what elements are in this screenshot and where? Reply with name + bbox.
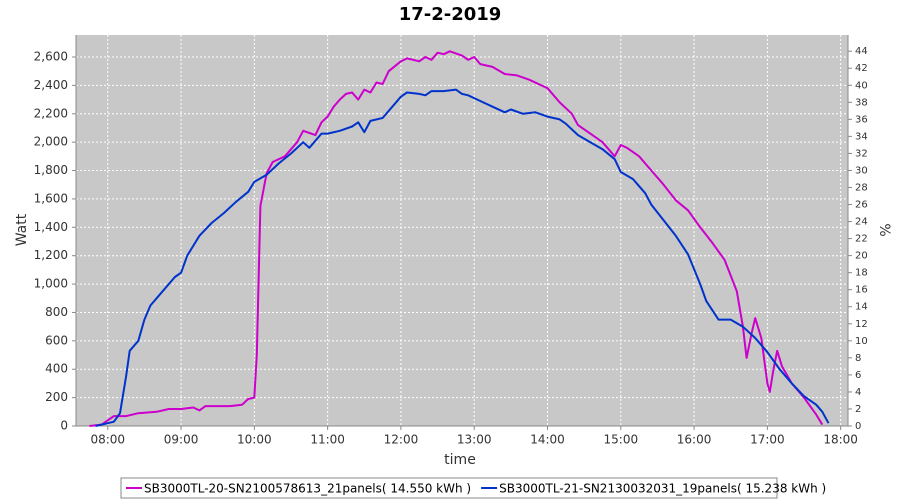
y2-tick-label: 4 — [855, 387, 861, 398]
x-tick-label: 16:00 — [677, 433, 712, 447]
y2-axis-label: % — [876, 223, 892, 236]
y2-tick-label: 38 — [855, 97, 868, 108]
y2-tick-label: 32 — [855, 148, 868, 159]
y-tick-label: 1,200 — [34, 248, 68, 262]
y2-tick-label: 24 — [855, 217, 868, 228]
series-line — [95, 88, 830, 427]
y2-tick-label: 28 — [855, 182, 868, 193]
x-tick-label: 17:00 — [750, 433, 785, 447]
y2-tick-label: 26 — [855, 200, 868, 211]
y2-tick-label: 10 — [855, 336, 868, 347]
y2-tick-label: 40 — [855, 80, 868, 91]
y-tick-label: 800 — [45, 305, 68, 319]
y-tick-label: 2,400 — [34, 78, 68, 92]
y-tick-label: 2,200 — [34, 106, 68, 120]
y2-tick-label: 36 — [855, 114, 868, 125]
y-tick-label: 0 — [60, 419, 68, 433]
y2-tick-label: 34 — [855, 131, 868, 142]
y2-tick-label: 20 — [855, 251, 868, 262]
y2-tick-label: 12 — [855, 319, 868, 330]
y2-tick-label: 0 — [855, 421, 861, 432]
x-tick-label: 08:00 — [90, 433, 125, 447]
series-line — [89, 50, 824, 427]
x-axis-label: time — [444, 452, 476, 468]
y2-tick-label: 16 — [855, 285, 868, 296]
y-tick-label: 1,600 — [34, 191, 68, 205]
legend — [120, 477, 778, 499]
legend-label: SB3000TL-21-SN2130032031_19panels( 15.23… — [499, 482, 826, 496]
y-tick-label: 2,600 — [34, 49, 68, 63]
x-tick-label: 11:00 — [310, 433, 345, 447]
x-tick-label: 18:00 — [823, 433, 858, 447]
y-tick-label: 1,800 — [34, 163, 68, 177]
legend-label: SB3000TL-20-SN2100578613_21panels( 14.55… — [144, 482, 471, 496]
y-tick-label: 1,400 — [34, 220, 68, 234]
y2-tick-label: 14 — [855, 302, 868, 313]
x-tick-label: 12:00 — [384, 433, 419, 447]
x-tick-label: 13:00 — [457, 433, 492, 447]
chart-title: 17-2-2019 — [399, 4, 502, 25]
y2-tick-label: 6 — [855, 370, 861, 381]
x-tick-label: 09:00 — [164, 433, 199, 447]
y2-tick-label: 44 — [855, 46, 868, 57]
y-axis-label: Watt — [14, 213, 30, 246]
x-tick-label: 10:00 — [237, 433, 272, 447]
y-tick-label: 600 — [45, 333, 68, 347]
x-tick-label: 14:00 — [530, 433, 565, 447]
y2-tick-label: 30 — [855, 165, 868, 176]
y2-tick-label: 22 — [855, 234, 868, 245]
y2-tick-label: 42 — [855, 63, 868, 74]
y-tick-label: 1,000 — [34, 277, 68, 291]
y-tick-label: 2,000 — [34, 135, 68, 149]
y2-tick-label: 2 — [855, 404, 861, 415]
y2-tick-label: 8 — [855, 353, 861, 364]
y2-tick-label: 18 — [855, 268, 868, 279]
y-tick-label: 200 — [45, 390, 68, 404]
x-tick-label: 15:00 — [604, 433, 639, 447]
y-tick-label: 400 — [45, 362, 68, 376]
